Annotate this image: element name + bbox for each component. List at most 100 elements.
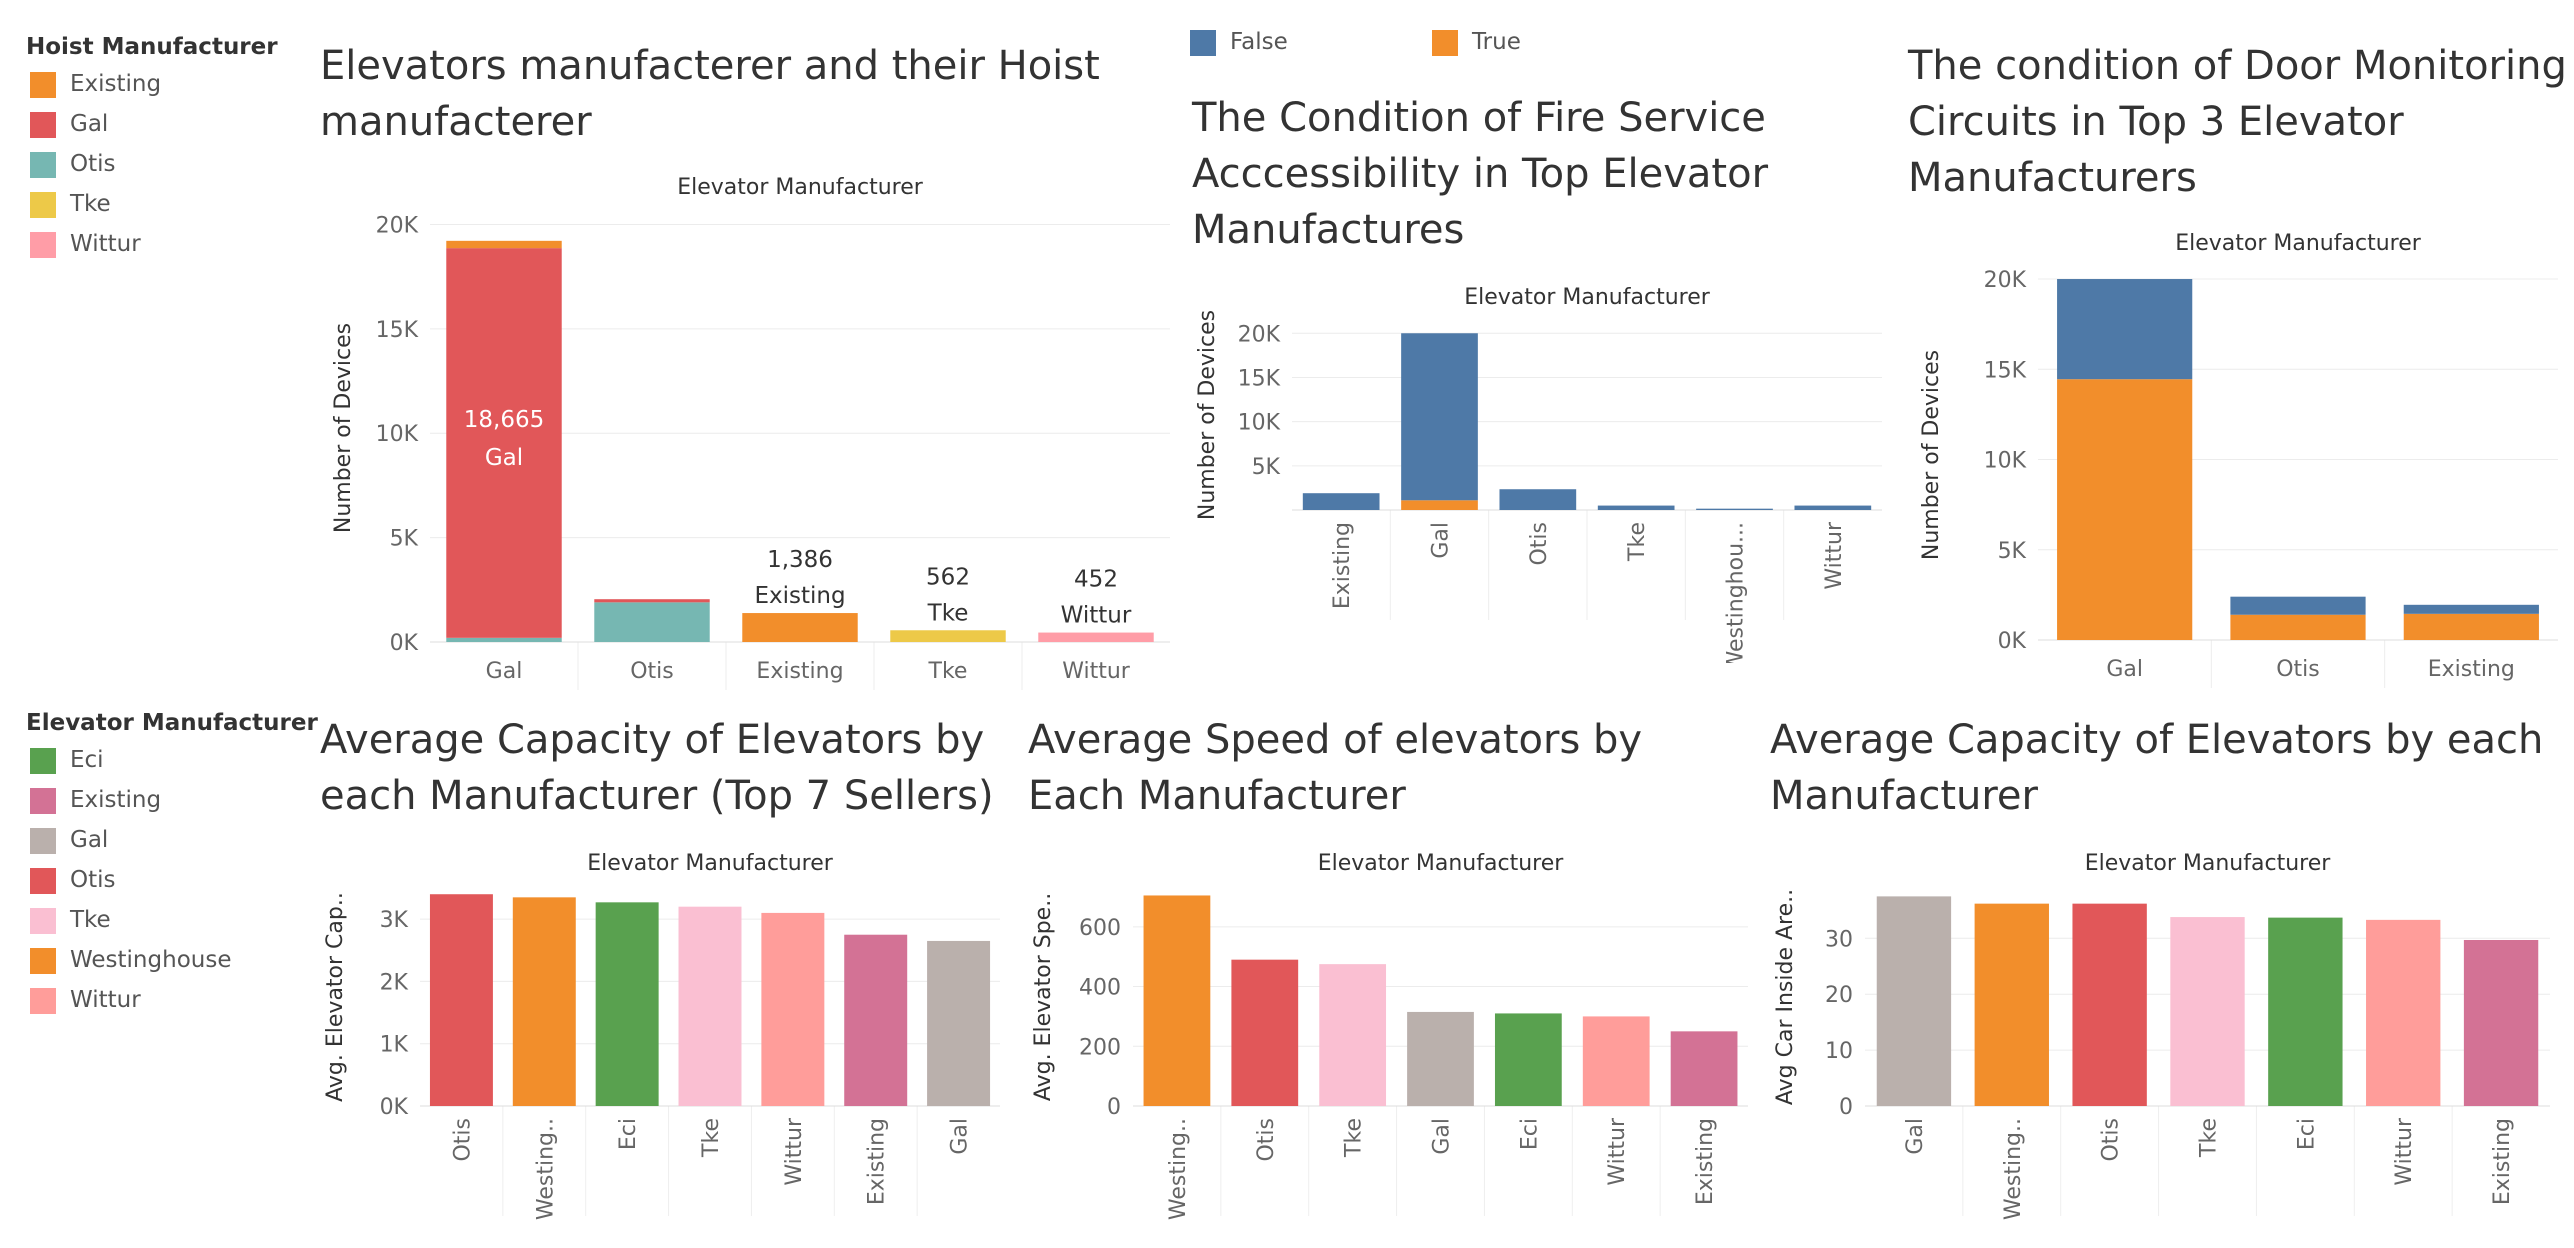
x-tick-label: Otis	[1254, 1118, 1279, 1162]
bar-westing[interactable]	[512, 897, 576, 1106]
bar-wittur[interactable]	[761, 912, 825, 1106]
bar-wittur[interactable]	[1582, 1016, 1650, 1106]
bar-gal-false[interactable]	[2057, 279, 2193, 380]
legend-item-tke[interactable]: Tke	[30, 906, 270, 934]
y-tick-label: 15K	[376, 318, 419, 343]
bar-gal[interactable]	[1407, 1011, 1474, 1106]
bar-westinghou-false[interactable]	[1696, 508, 1773, 510]
y-tick-label: 10K	[376, 422, 419, 447]
y-tick-label: 5K	[390, 527, 419, 552]
elevator-legend: Eci Existing Gal Otis Tke Westinghouse W…	[30, 746, 290, 1026]
bar-gal-existing[interactable]	[446, 240, 562, 249]
swatch-false	[1190, 30, 1216, 56]
y-tick-label: 200	[1079, 1035, 1121, 1060]
bar-gal-false[interactable]	[1401, 333, 1478, 501]
legend-item-wittur[interactable]: Wittur	[30, 230, 270, 258]
bar-gal-gal[interactable]	[446, 248, 562, 638]
bar-gal-true[interactable]	[1401, 500, 1478, 510]
legend-item-otis[interactable]: Otis	[30, 150, 270, 178]
y-tick-label: 30	[1825, 927, 1853, 952]
bar-tke[interactable]	[1319, 964, 1387, 1106]
bar-gal-true[interactable]	[2057, 379, 2193, 640]
legend-item-true[interactable]: True	[1432, 28, 1582, 56]
x-tick-label: Wittur	[2392, 1117, 2417, 1186]
x-tick-label: Existing	[865, 1118, 890, 1205]
chart-avg-capacity-top7: Elevator Manufacturer 0K 1K 2K 3K Avg. Elevat…	[323, 851, 1000, 1220]
y-axis-label: Avg. Elevator Spe..	[1031, 893, 1056, 1101]
bar-existing-false[interactable]	[2403, 604, 2539, 614]
legend-item-false[interactable]: False	[1190, 28, 1390, 56]
x-tick-label: Otis	[450, 1118, 475, 1162]
chart-hoist-manufacturer: Elevator Manufacturer 0K 5K 10K 15K 20K Number…	[331, 175, 1170, 690]
swatch-existing	[30, 788, 56, 814]
x-tick-label: Tke	[1342, 1118, 1367, 1158]
bar-otis-false[interactable]	[1499, 489, 1577, 510]
x-tick-label: Tke	[1625, 522, 1650, 562]
bar-westing[interactable]	[1143, 895, 1211, 1106]
y-tick-label: 0	[1839, 1095, 1853, 1120]
bar-tke[interactable]	[2170, 917, 2245, 1106]
bar-existing-false[interactable]	[1302, 493, 1380, 510]
legend-item-gal[interactable]: Gal	[30, 826, 270, 854]
bar-tke[interactable]	[678, 906, 742, 1106]
y-tick-label: 5K	[1252, 455, 1281, 480]
bar-otis[interactable]	[429, 894, 493, 1106]
legend-item-westinghouse[interactable]: Westinghouse	[30, 946, 270, 974]
bar-wittur[interactable]	[2366, 919, 2441, 1106]
hoist-legend-title: Hoist Manufacturer	[26, 34, 278, 60]
x-tick-label: Gal	[2106, 657, 2143, 682]
bar-eci[interactable]	[595, 902, 659, 1106]
bar-gal[interactable]	[927, 940, 991, 1106]
chart-title-fire-service: The Condition of Fire Service Acccessibi…	[1192, 95, 1769, 253]
data-label-name: Gal	[485, 445, 523, 471]
data-label-value: 452	[1074, 567, 1118, 593]
bar-existing[interactable]	[2463, 939, 2539, 1106]
bar-otis[interactable]	[2072, 903, 2147, 1106]
chart-title-avg-speed: Average Speed of elevators by Each Manuf…	[1028, 717, 1643, 819]
bar-existing-true[interactable]	[2403, 613, 2539, 640]
bar-otis-otis[interactable]	[594, 602, 710, 642]
bar-eci[interactable]	[1494, 1013, 1562, 1106]
legend-item-eci[interactable]: Eci	[30, 746, 270, 774]
bar-existing[interactable]	[844, 934, 908, 1106]
x-tick-label: Tke	[2197, 1118, 2222, 1158]
bar-otis[interactable]	[1231, 959, 1299, 1106]
swatch-tke	[30, 908, 56, 934]
x-tick-label: Wittur	[782, 1117, 807, 1186]
y-tick-label: 3K	[380, 908, 409, 933]
column-header: Elevator Manufacturer	[587, 851, 834, 876]
bar-otis-false[interactable]	[2230, 596, 2366, 615]
bar-wittur-wittur[interactable]	[1038, 632, 1154, 642]
x-tick-label: Eci	[2294, 1118, 2319, 1150]
bar-eci[interactable]	[2268, 917, 2343, 1106]
bar-existing[interactable]	[1670, 1031, 1738, 1106]
legend-item-existing[interactable]: Existing	[30, 786, 270, 814]
y-axis-label: Avg Car Inside Are..	[1773, 889, 1798, 1105]
column-header: Elevator Manufacturer	[1464, 285, 1711, 310]
x-tick-label: Westing..	[1166, 1118, 1191, 1220]
legend-item-otis[interactable]: Otis	[30, 866, 270, 894]
legend-item-tke[interactable]: Tke	[30, 190, 270, 218]
bar-gal-otis[interactable]	[446, 637, 562, 642]
x-tick-label: Gal	[1903, 1118, 1928, 1155]
bar-otis-gal[interactable]	[594, 599, 710, 603]
bool-legend: False True	[1190, 28, 1590, 60]
y-axis-label: Number of Devices	[331, 323, 356, 533]
legend-item-existing[interactable]: Existing	[30, 70, 270, 98]
bar-tke-false[interactable]	[1597, 505, 1675, 510]
legend-item-gal[interactable]: Gal	[30, 110, 270, 138]
bar-gal[interactable]	[1876, 896, 1952, 1106]
bar-existing-existing[interactable]	[742, 613, 858, 642]
y-axis-label: Number of Devices	[1919, 350, 1944, 560]
bar-otis-true[interactable]	[2230, 614, 2366, 640]
bar-tke-tke[interactable]	[890, 630, 1006, 642]
x-tick-label: Gal	[948, 1118, 973, 1155]
swatch-otis	[30, 152, 56, 178]
bar-westing[interactable]	[1974, 903, 2049, 1106]
y-tick-label: 20K	[376, 213, 419, 238]
bar-wittur-false[interactable]	[1794, 505, 1872, 510]
x-tick-label: Wittur	[1605, 1117, 1630, 1186]
y-axis-label: Avg. Elevator Cap..	[323, 892, 348, 1102]
legend-item-wittur[interactable]: Wittur	[30, 986, 270, 1014]
y-tick-label: 0	[1107, 1095, 1121, 1120]
